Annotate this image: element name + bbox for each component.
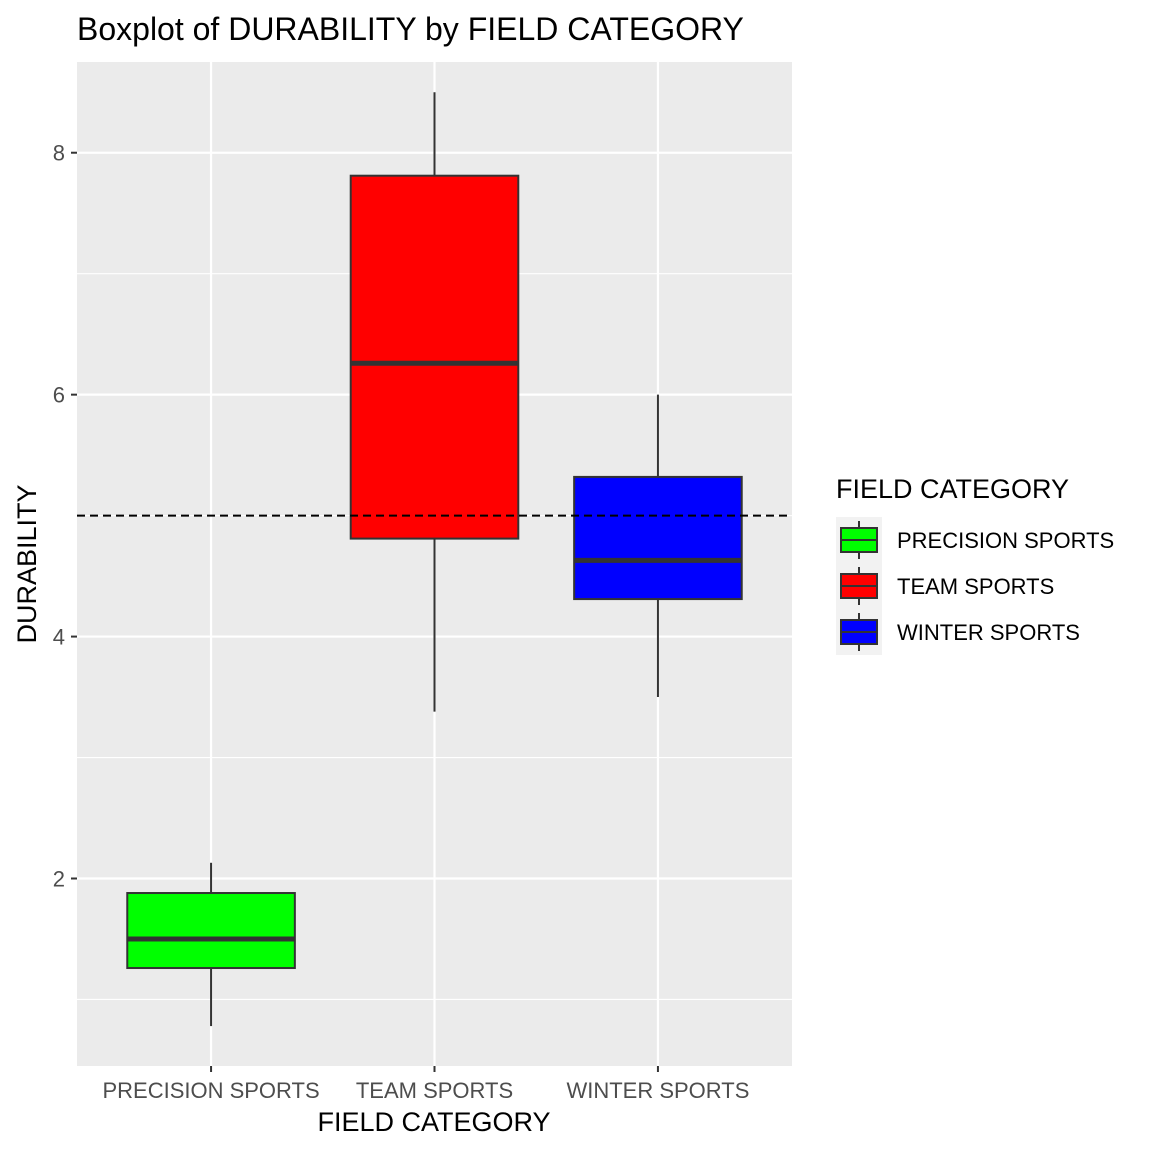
- x-tick-label: TEAM SPORTS: [356, 1078, 513, 1103]
- box-winter-sports: [573, 394, 743, 698]
- x-axis-title: FIELD CATEGORY: [317, 1107, 550, 1137]
- y-tick-label: 4: [53, 625, 65, 650]
- legend-title: FIELD CATEGORY: [836, 474, 1069, 504]
- legend-label: TEAM SPORTS: [897, 574, 1054, 599]
- box-body: [573, 475, 743, 601]
- legend-label: WINTER SPORTS: [897, 620, 1080, 645]
- x-tick-label: WINTER SPORTS: [566, 1078, 749, 1103]
- box-body: [126, 892, 296, 970]
- box-precision-sports: [126, 862, 296, 1027]
- y-tick-label: 8: [53, 141, 65, 166]
- box-team-sports: [349, 92, 520, 712]
- legend: FIELD CATEGORY PRECISION SPORTS TEAM SPOR…: [836, 474, 1114, 655]
- y-axis-ticks: 2 4 6 8: [53, 141, 77, 892]
- x-tick-label: PRECISION SPORTS: [102, 1078, 319, 1103]
- y-tick-label: 6: [53, 383, 65, 408]
- y-tick-label: 2: [53, 867, 65, 892]
- boxes-layer: [126, 92, 743, 1027]
- box-body: [349, 174, 520, 540]
- legend-label: PRECISION SPORTS: [897, 528, 1114, 553]
- y-axis-title: DURABILITY: [12, 484, 42, 643]
- chart-title: Boxplot of DURABILITY by FIELD CATEGORY: [77, 11, 744, 47]
- x-axis-ticks: PRECISION SPORTS TEAM SPORTS WINTER SPORTS: [102, 1066, 749, 1103]
